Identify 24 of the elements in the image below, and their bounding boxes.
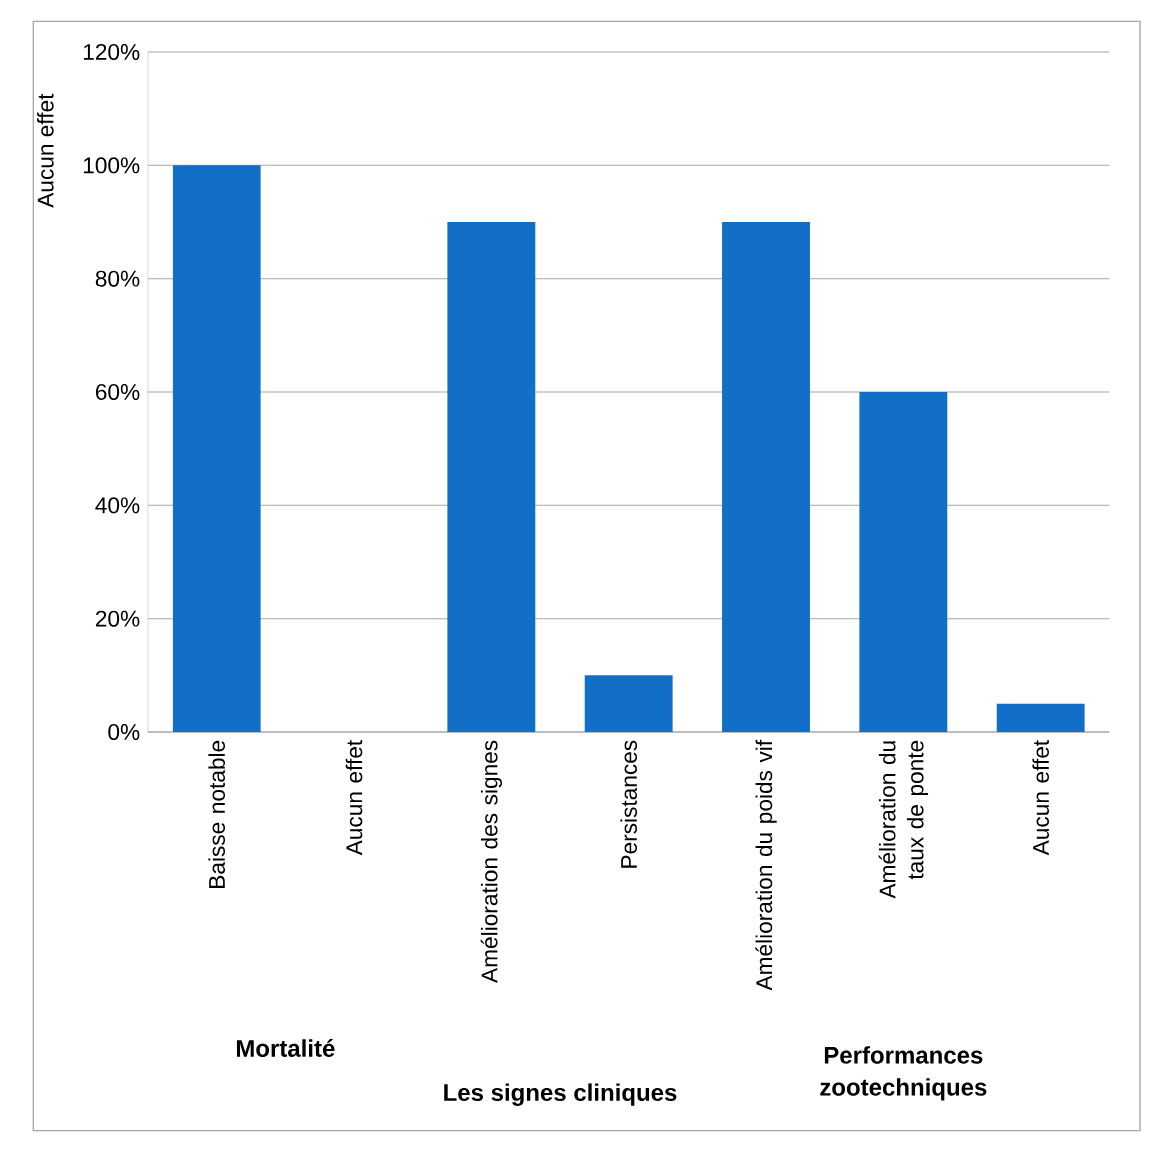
text: Les signes cliniques	[444, 1083, 677, 1106]
bar	[584, 675, 673, 732]
text: Performances zootechniques	[820, 1045, 987, 1101]
bar	[859, 391, 948, 732]
text: Aucun effet	[37, 93, 54, 208]
y-tick-label: 80%	[95, 270, 140, 287]
bar	[722, 221, 810, 732]
y-tick-label: 100%	[83, 157, 140, 174]
x-tick-label: Aucun effet	[1032, 739, 1049, 856]
x-tick-label: Baisse notable	[208, 740, 225, 888]
x-tick-label: Persistances	[620, 740, 637, 868]
bar	[447, 221, 536, 732]
x-tick-label: Amélioration du poids vif	[755, 739, 777, 991]
y-tick-label: 20%	[95, 610, 140, 627]
x-tick-label: Aucun effet	[345, 739, 363, 856]
y-tick-label: 120%	[83, 43, 140, 60]
x-tick-label: Amélioration du taux de ponte	[878, 740, 929, 899]
bar	[996, 703, 1085, 732]
y-tick-label: 60%	[95, 383, 140, 400]
bar	[172, 165, 261, 732]
y-tick-label: 40%	[95, 497, 140, 514]
x-tick-label: Amélioration des signes	[480, 740, 503, 983]
y-tick-label: 0%	[108, 723, 140, 740]
text: Mortalité	[236, 1038, 335, 1057]
